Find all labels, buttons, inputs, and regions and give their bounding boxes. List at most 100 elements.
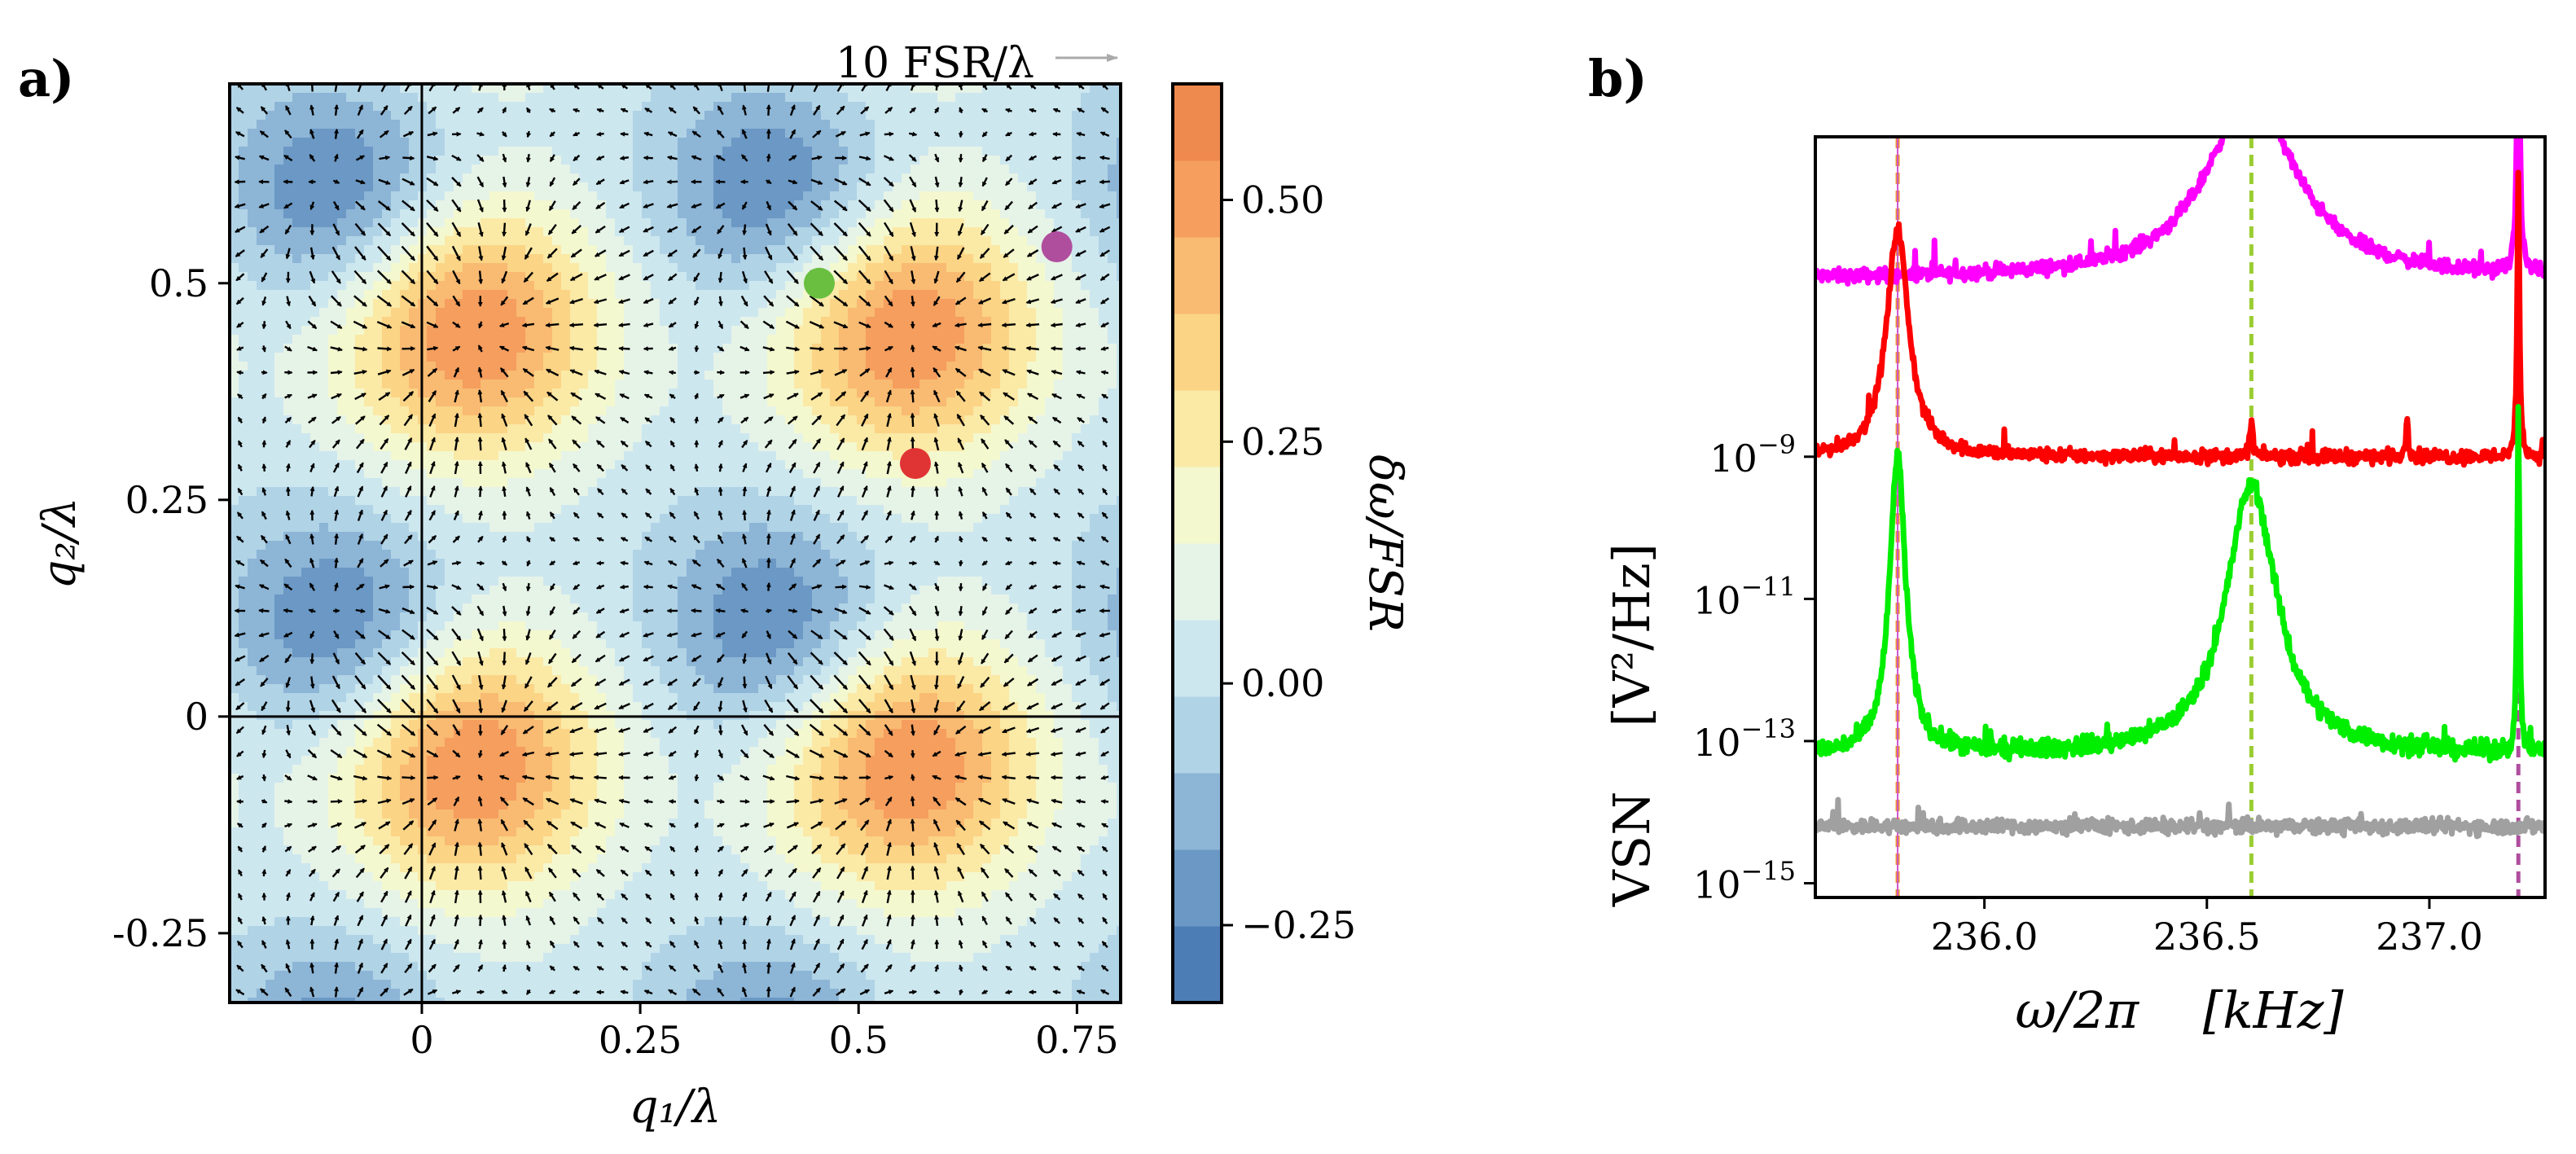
- quiver-arrow-713: [477, 535, 484, 543]
- quiver-arrow-614: [766, 608, 773, 614]
- quiver-arrow-750: [478, 510, 483, 520]
- quiver-arrow-337: [330, 774, 343, 781]
- quiver-arrow-421: [569, 726, 583, 734]
- quiver-arrow-574: [691, 632, 702, 638]
- quiver-arrow-712: [452, 535, 460, 543]
- quiver-arrow-230: [428, 842, 437, 856]
- colorbar-level-5: [1173, 543, 1222, 621]
- quiver-arrow-868: [644, 441, 652, 448]
- quiver-arrow-573: [666, 632, 678, 638]
- quiver-arrow-482: [260, 678, 269, 687]
- quiver-arrow-852: [261, 440, 267, 448]
- quiver-arrow-389: [694, 749, 700, 758]
- quiver-arrow-510: [933, 675, 939, 690]
- y-tick-label-b-1: 10−11: [1693, 571, 1796, 622]
- quiver-arrow-526: [426, 651, 439, 666]
- quiver-arrow-288: [933, 818, 941, 831]
- x-tick-label-a-2: 0.5: [829, 1018, 889, 1062]
- quiver-arrow-263: [331, 822, 343, 828]
- quiver-arrow-175: [886, 889, 892, 904]
- quiver-arrow-691: [836, 559, 846, 567]
- quiver-arrow-24: [812, 987, 821, 997]
- quiver-arrow-642: [549, 583, 555, 591]
- quiver-arrow-254: [1003, 844, 1015, 854]
- quiver-arrow-449: [353, 699, 367, 713]
- quiver-arrow-1391: [766, 104, 771, 116]
- quiver-arrow-373: [307, 749, 318, 759]
- quiver-arrow-967: [353, 369, 367, 375]
- quiver-arrow-540: [765, 652, 772, 665]
- quiver-arrow-1007: [427, 345, 439, 351]
- quiver-arrow-1054: [668, 322, 677, 328]
- quiver-arrow-219: [1052, 869, 1061, 877]
- quiver-arrow-553: [1075, 655, 1086, 662]
- quiver-arrow-74: [236, 941, 244, 949]
- quiver-arrow-165: [645, 893, 652, 901]
- quiver-arrow-126: [597, 916, 604, 924]
- quiver-arrow-624: [1005, 607, 1013, 615]
- quiver-arrow-303: [402, 798, 415, 805]
- quiver-arrow-1055: [694, 321, 700, 330]
- quiver-arrow-563: [426, 629, 439, 641]
- quiver-arrow-226: [331, 845, 342, 853]
- quiver-arrow-1074: [261, 296, 267, 306]
- quiver-arrow-23: [789, 986, 796, 998]
- quiver-arrow-962: [236, 370, 244, 375]
- quiver-arrow-538: [716, 654, 725, 663]
- quiver-arrow-49: [526, 964, 532, 972]
- colorbar-level-6: [1173, 467, 1222, 544]
- quiver-arrow-243: [740, 845, 749, 853]
- y-tick-exp-b-2: −13: [1740, 713, 1796, 744]
- quiver-arrow-728: [836, 534, 845, 545]
- quiver-arrow-828: [573, 463, 581, 472]
- quiver-arrow-313: [643, 799, 653, 805]
- quiver-arrow-45: [428, 963, 437, 973]
- quiver-arrow-1065: [932, 322, 941, 327]
- quiver-arrow-561: [378, 630, 391, 640]
- quiver-arrow-65: [910, 964, 916, 972]
- quiver-arrow-68: [981, 965, 988, 972]
- quiver-arrow-749: [453, 510, 459, 520]
- quiver-arrow-269: [477, 818, 483, 831]
- quiver-arrow-528: [477, 651, 484, 666]
- quiver-arrow-393: [785, 749, 800, 759]
- quiver-arrow-863: [524, 437, 533, 450]
- quiver-arrow-148: [237, 893, 243, 901]
- quiver-arrow-741: [261, 511, 267, 520]
- quiver-arrow-146: [1077, 917, 1085, 924]
- quiver-arrow-813: [1102, 488, 1108, 496]
- quiver-arrow-327: [977, 797, 992, 805]
- quiver-arrow-468: [810, 699, 824, 713]
- quiver-arrow-969: [402, 368, 415, 376]
- quiver-arrow-105: [981, 940, 988, 949]
- quiver-arrow-247: [836, 843, 846, 855]
- quiver-arrow-179: [981, 891, 989, 902]
- quiver-arrow-321: [834, 798, 848, 805]
- quiver-arrow-1061: [833, 321, 849, 329]
- quiver-arrow-771: [981, 511, 988, 520]
- quiver-arrow-657: [908, 583, 917, 591]
- y-tick-label-a-2: 0.25: [125, 478, 208, 522]
- quiver-arrow-64: [884, 963, 893, 972]
- quiver-arrow-854: [309, 440, 316, 449]
- quiver-arrow-9: [451, 989, 462, 995]
- quiver-arrow-402: [1001, 752, 1016, 757]
- quiver-arrow-506: [833, 674, 848, 691]
- quiver-arrow-122: [502, 915, 507, 926]
- panel-b-frame: [1814, 135, 2547, 899]
- quiver-arrow-12: [525, 989, 532, 995]
- quiver-arrow-292: [1026, 822, 1039, 829]
- quiver-arrow-1039: [307, 320, 318, 330]
- quiver-arrow-874: [788, 438, 797, 450]
- quiver-arrow-933: [428, 390, 437, 402]
- quiver-arrow-255: [1027, 845, 1038, 853]
- quiver-arrow-548: [958, 652, 964, 665]
- quiver-arrow-520: [284, 653, 292, 664]
- quiver-arrow-362: [932, 774, 941, 780]
- quiver-arrow-579: [810, 630, 823, 640]
- quiver-arrow-533: [595, 654, 606, 663]
- quiver-arrow-984: [762, 370, 775, 375]
- quiver-arrow-473: [933, 700, 940, 713]
- quiver-arrow-386: [618, 751, 630, 757]
